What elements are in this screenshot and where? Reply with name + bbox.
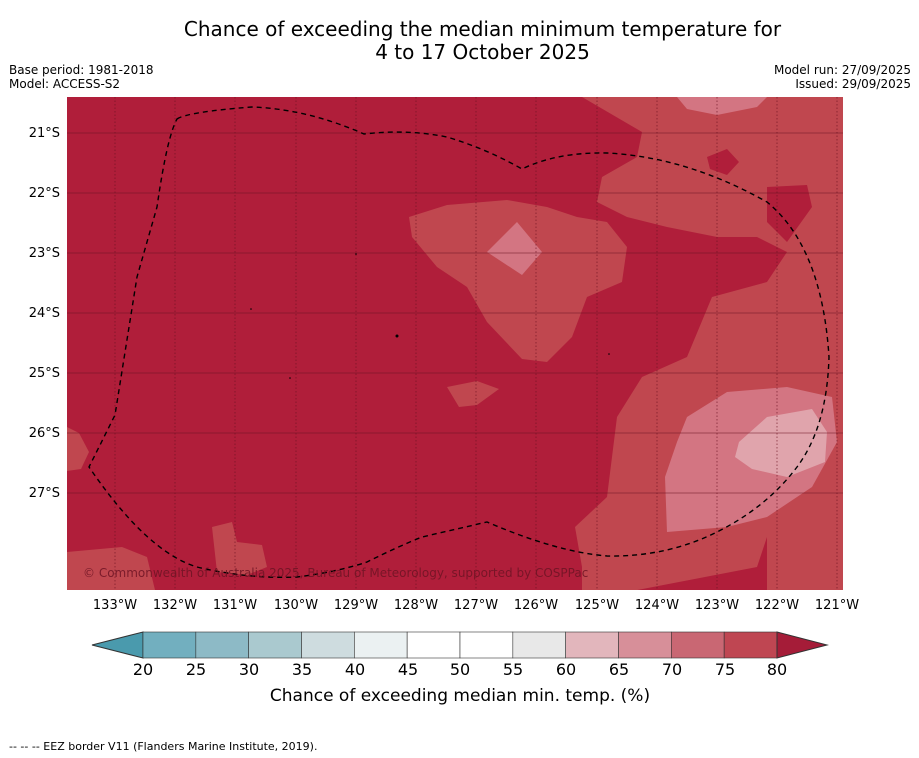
colorbar-segment-30-35 (248, 631, 302, 659)
forecast-map: © Commonwealth of Australia 2025, Bureau… (67, 97, 843, 590)
lat-label-23s: 23°S (28, 246, 60, 261)
lat-label-27s: 27°S (28, 486, 60, 501)
colorbar-tick-70: 70 (661, 660, 683, 679)
region-central-75-80 (409, 200, 627, 362)
region-notch-above-80 (767, 185, 812, 242)
title-line-2: 4 to 17 October 2025 (375, 40, 590, 64)
lat-label-25s: 25°S (28, 366, 60, 381)
colorbar-segment-65-70 (618, 631, 672, 659)
lon-label-129w: 129°W (333, 598, 379, 613)
title-line-1: Chance of exceeding the median minimum t… (183, 17, 782, 41)
colorbar-segment-55-60 (512, 631, 566, 659)
lon-label-124w: 124°W (634, 598, 680, 613)
eez-footnote: -- -- -- EEZ border V11 (Flanders Marine… (9, 740, 318, 753)
region-west-75-80 (67, 427, 89, 471)
lon-label-123w: 123°W (694, 598, 740, 613)
lon-label-121w: 121°W (814, 598, 860, 613)
colorbar-high-extend (776, 631, 829, 659)
eez-border (88, 106, 830, 578)
region-hole-above-80 (707, 149, 739, 175)
lon-label-126w: 126°W (513, 598, 559, 613)
meta-left: Base period: 1981-2018 Model: ACCESS-S2 (9, 63, 154, 91)
base-period: Base period: 1981-2018 (9, 63, 154, 77)
lon-label-133w: 133°W (92, 598, 138, 613)
lat-label-26s: 26°S (28, 426, 60, 441)
region-65-70 (735, 409, 827, 477)
colorbar (91, 631, 829, 659)
colorbar-segment-75-80 (723, 631, 778, 659)
region-southeast-65-70 (735, 409, 827, 477)
model-name: Model: ACCESS-S2 (9, 77, 121, 91)
colorbar-tick-35: 35 (291, 660, 313, 679)
region-small-75-80 (447, 381, 499, 407)
lon-label-131w: 131°W (212, 598, 258, 613)
colorbar-tick-75: 75 (714, 660, 736, 679)
copyright-text: © Commonwealth of Australia 2025, Bureau… (83, 566, 588, 580)
lat-label-24s: 24°S (28, 306, 60, 321)
region-central-70-75 (487, 222, 542, 275)
colorbar-segment-70-75 (671, 631, 725, 659)
issued-date: Issued: 29/09/2025 (795, 77, 911, 91)
colorbar-tick-40: 40 (344, 660, 366, 679)
colorbar-segment-60-65 (565, 631, 619, 659)
colorbar-label: Chance of exceeding median min. temp. (%… (269, 686, 651, 706)
colorbar-segment-45-50 (406, 631, 461, 659)
lon-label-122w: 122°W (754, 598, 800, 613)
colorbar-tick-50: 50 (449, 660, 471, 679)
region-south-75-80 (212, 522, 267, 575)
lon-label-128w: 128°W (393, 598, 439, 613)
colorbar-low-extend (91, 631, 144, 659)
colorbar-segments (142, 631, 778, 659)
colorbar-segment-35-40 (301, 631, 355, 659)
colorbar-tick-80: 80 (766, 660, 788, 679)
colorbar-tick-60: 60 (555, 660, 577, 679)
colorbar-tick-30: 30 (238, 660, 260, 679)
meta-right: Model run: 27/09/2025 Issued: 29/09/2025 (774, 63, 911, 91)
colorbar-segment-50-55 (459, 631, 514, 659)
colorbar-tick-65: 65 (608, 660, 630, 679)
colorbar-tick-45: 45 (397, 660, 419, 679)
region-southwest-75-80 (67, 547, 155, 590)
islands (250, 253, 610, 379)
graticule-longitude (114, 97, 838, 590)
lat-label-21s: 21°S (28, 126, 60, 141)
colorbar-segment-25-30 (195, 631, 249, 659)
lat-label-22s: 22°S (28, 186, 60, 201)
region-north-70-75 (677, 97, 767, 115)
colorbar-segment-40-45 (354, 631, 408, 659)
graticule-latitude (67, 132, 843, 494)
colorbar-tick-55: 55 (502, 660, 524, 679)
map-title: Chance of exceeding the median minimum t… (130, 18, 835, 64)
colorbar-tick-20: 20 (132, 660, 154, 679)
lon-label-132w: 132°W (152, 598, 198, 613)
colorbar-segment-20-25 (142, 631, 197, 659)
model-run: Model run: 27/09/2025 (773, 63, 911, 77)
lon-label-125w: 125°W (574, 598, 620, 613)
lon-label-130w: 130°W (273, 598, 319, 613)
lon-label-127w: 127°W (453, 598, 499, 613)
colorbar-tick-25: 25 (185, 660, 207, 679)
